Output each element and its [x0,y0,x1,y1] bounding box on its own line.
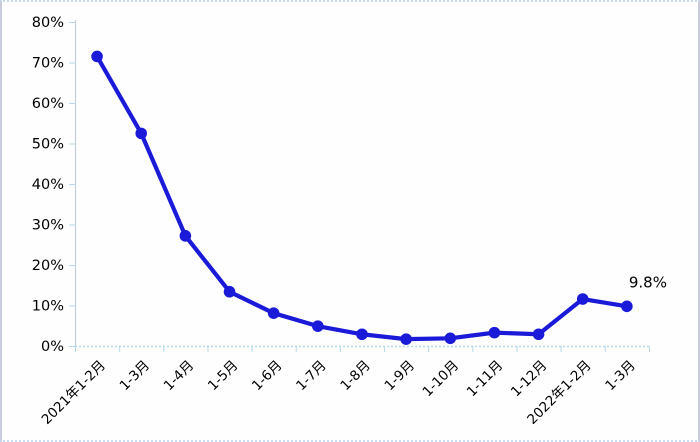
x-axis-tick-label: 1-10月 [420,358,463,401]
x-axis-tick-label: 1-4月 [161,358,197,394]
data-point [488,326,501,339]
y-axis-tick-label: 40% [32,177,64,193]
data-point [267,307,280,319]
y-axis-tick-label: 20% [32,258,64,274]
x-axis-tick-label: 1-3月 [117,358,153,394]
data-point [532,328,545,341]
y-axis-tick-label: 80% [32,15,64,31]
data-point [135,127,148,140]
y-axis-tick-label: 0% [41,339,64,355]
data-point [223,285,236,298]
y-axis-tick-label: 50% [32,137,64,153]
y-axis-tick-label: 30% [32,218,64,234]
x-axis-tick-label: 1-11月 [464,358,507,401]
y-axis-tick-label: 60% [32,96,64,112]
y-axis-tick-label: 10% [32,299,64,315]
data-point [312,320,324,332]
x-axis-tick-label: 1-5月 [205,358,241,394]
data-point [356,328,368,341]
x-axis-tick-label: 1-6月 [249,358,285,394]
series-line [94,54,629,342]
x-axis-tick-label: 1-7月 [293,358,329,394]
data-point [621,300,633,313]
x-axis-tick-label: 1-12月 [508,358,551,401]
x-axis-tick-label: 2021年1-2月 [39,358,109,428]
x-axis-tick-label: 1-8月 [337,358,373,394]
data-point [91,50,103,63]
data-point-label: 9.8% [629,273,667,291]
data-point [400,333,412,345]
x-axis-tick-label: 1-9月 [381,358,417,394]
data-point [444,332,457,345]
data-point [179,230,192,242]
data-point [576,293,589,305]
x-axis-tick-label: 1-3月 [602,358,638,394]
y-axis-tick-label: 70% [32,56,64,72]
